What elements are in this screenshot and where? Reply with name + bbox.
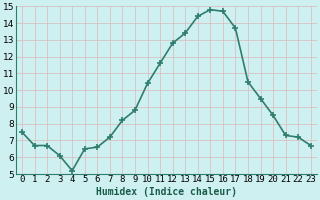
X-axis label: Humidex (Indice chaleur): Humidex (Indice chaleur) [96,187,237,197]
